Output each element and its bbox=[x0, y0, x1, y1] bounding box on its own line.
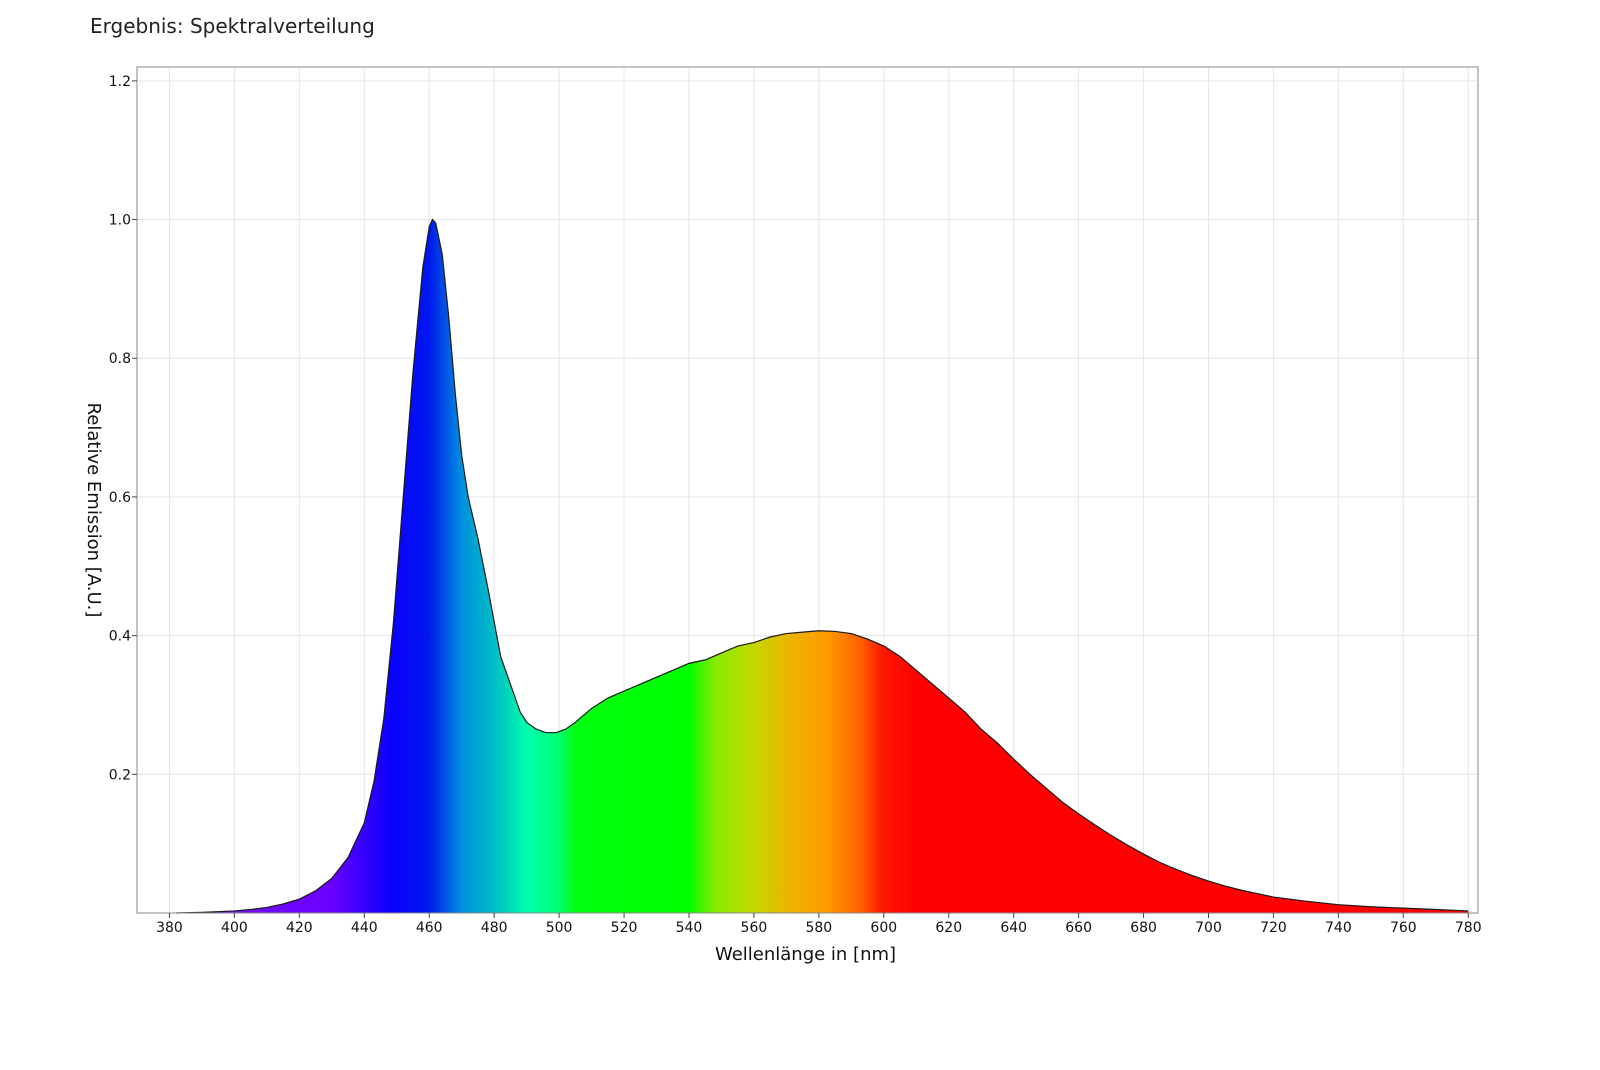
x-tick-label: 620 bbox=[935, 920, 962, 936]
spectrum-line bbox=[175, 218, 1469, 914]
x-tick-label: 480 bbox=[481, 920, 508, 936]
x-tick-label: 540 bbox=[676, 920, 703, 936]
y-tick-label: 1.0 bbox=[109, 213, 131, 229]
x-tick-label: 440 bbox=[351, 920, 378, 936]
x-tick-label: 700 bbox=[1195, 920, 1222, 936]
x-tick-label: 640 bbox=[1000, 920, 1027, 936]
axis-ticks: 380 400 420 440 460 480 500 520 540 560 580 600 620 6… bbox=[109, 74, 1482, 936]
x-tick-label: 380 bbox=[156, 920, 183, 936]
spectrum-area bbox=[175, 219, 1469, 913]
x-tick-label: 460 bbox=[416, 920, 443, 936]
x-tick-label: 740 bbox=[1325, 920, 1352, 936]
page-title: Ergebnis: Spektralverteilung bbox=[90, 14, 375, 38]
y-tick-label: 0.2 bbox=[109, 767, 131, 783]
x-tick-label: 520 bbox=[611, 920, 638, 936]
x-tick-label: 660 bbox=[1065, 920, 1092, 936]
y-axis-label: Relative Emission [A.U.] bbox=[83, 403, 104, 618]
x-tick-label: 600 bbox=[870, 920, 897, 936]
x-axis-label: Wellenlänge in [nm] bbox=[715, 944, 896, 965]
y-tick-label: 0.4 bbox=[109, 629, 131, 645]
y-tick-label: 0.8 bbox=[109, 351, 131, 367]
x-tick-label: 400 bbox=[221, 920, 248, 936]
x-tick-label: 420 bbox=[286, 920, 313, 936]
x-tick-label: 500 bbox=[546, 920, 573, 936]
x-tick-label: 760 bbox=[1390, 920, 1417, 936]
x-tick-label: 680 bbox=[1130, 920, 1157, 936]
y-tick-label: 1.2 bbox=[109, 74, 131, 90]
x-tick-label: 560 bbox=[741, 920, 768, 936]
x-tick-label: 580 bbox=[805, 920, 832, 936]
x-tick-label: 720 bbox=[1260, 920, 1287, 936]
x-tick-label: 780 bbox=[1455, 920, 1482, 936]
plot-frame bbox=[136, 66, 1479, 914]
y-tick-label: 0.6 bbox=[109, 490, 131, 506]
